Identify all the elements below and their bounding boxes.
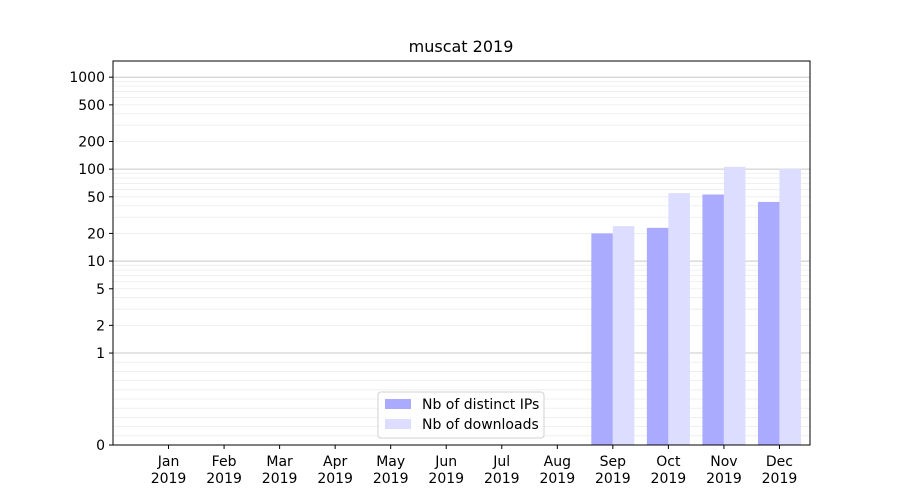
y-axis: 0 1 2 5 10 20 50 100 200 500 1000 xyxy=(69,70,113,454)
x-tick-label-year: 2019 xyxy=(539,471,575,487)
x-axis: Jan2019Feb2019Mar2019Apr2019May2019Jun20… xyxy=(151,445,798,487)
y-tick-label: 50 xyxy=(87,190,105,206)
x-tick-label-month: Sep xyxy=(600,454,627,470)
legend-swatch xyxy=(385,399,411,409)
legend: Nb of distinct IPs Nb of downloads xyxy=(377,391,545,439)
plot-area-frame xyxy=(112,60,811,446)
x-tick-label-year: 2019 xyxy=(706,471,742,487)
x-tick-label-year: 2019 xyxy=(206,471,242,487)
x-tick-label-month: Jun xyxy=(434,454,457,470)
x-tick-label-month: May xyxy=(376,454,405,470)
bar-downloads xyxy=(723,166,746,446)
x-tick-label-year: 2019 xyxy=(651,471,687,487)
x-tick-label-year: 2019 xyxy=(317,471,353,487)
x-tick-label-month: Jul xyxy=(492,454,510,470)
bar-distinct-ips xyxy=(757,201,780,445)
x-tick-label-month: Dec xyxy=(766,454,793,470)
x-tick-label-month: Oct xyxy=(656,454,681,470)
y-tick-label: 0 xyxy=(96,438,105,454)
legend-label: Nb of downloads xyxy=(422,417,539,433)
legend-box xyxy=(377,391,545,439)
y-tick-label: 100 xyxy=(78,162,105,178)
bar-downloads xyxy=(612,226,635,445)
x-tick-label-year: 2019 xyxy=(151,471,187,487)
x-tick-label-month: Aug xyxy=(544,454,571,470)
x-tick-label-year: 2019 xyxy=(428,471,464,487)
x-tick-label-month: Feb xyxy=(212,454,237,470)
x-tick-label-month: Jan xyxy=(157,454,180,470)
bar-distinct-ips xyxy=(702,194,724,445)
x-tick-label-month: Mar xyxy=(266,454,293,470)
bars xyxy=(591,166,801,446)
x-tick-label-year: 2019 xyxy=(595,471,631,487)
y-tick-label: 500 xyxy=(78,98,105,114)
grid-lines xyxy=(113,76,810,437)
bar-downloads xyxy=(668,193,690,445)
y-tick-label: 1000 xyxy=(69,70,105,86)
y-tick-label: 2 xyxy=(96,318,105,334)
bar-downloads xyxy=(779,168,801,446)
x-tick-label-year: 2019 xyxy=(373,471,409,487)
x-tick-label-year: 2019 xyxy=(484,471,520,487)
chart-title: muscat 2019 xyxy=(409,37,514,56)
bar-distinct-ips xyxy=(646,227,669,445)
y-tick-label: 1 xyxy=(96,346,105,362)
y-tick-label: 200 xyxy=(78,134,105,150)
legend-label: Nb of distinct IPs xyxy=(422,397,539,413)
x-tick-label-year: 2019 xyxy=(262,471,298,487)
x-tick-label-month: Apr xyxy=(323,454,347,470)
y-tick-label: 10 xyxy=(87,254,105,270)
x-tick-label-month: Nov xyxy=(710,454,737,470)
legend-swatch xyxy=(385,419,411,429)
y-tick-label: 20 xyxy=(87,226,105,242)
bar-distinct-ips xyxy=(591,233,613,445)
y-tick-label: 5 xyxy=(96,282,105,298)
x-tick-label-year: 2019 xyxy=(762,471,798,487)
